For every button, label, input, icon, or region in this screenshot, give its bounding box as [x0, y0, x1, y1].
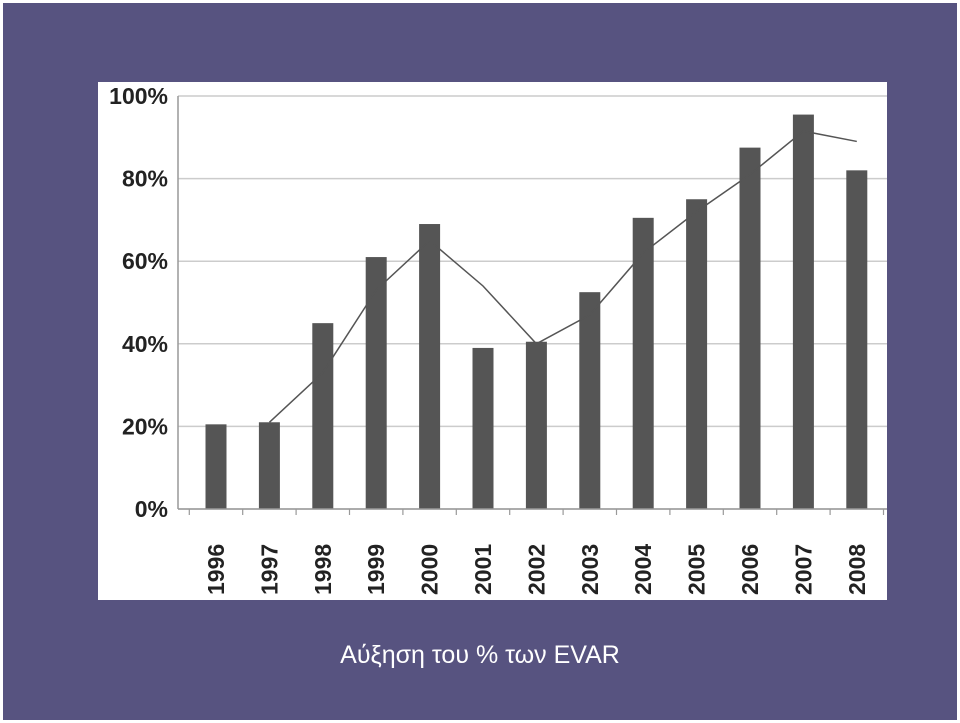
- slide-caption: Αύξηση του % των EVAR: [340, 641, 620, 669]
- x-tick-label: 2004: [630, 544, 656, 595]
- x-tick-label: 1997: [256, 544, 282, 595]
- bar: [365, 257, 387, 509]
- x-tick-label: 2002: [523, 544, 549, 595]
- bar-line-chart: 0% 20% 40% 60% 80% 100% 1996 1997 1998 1999 2000 20…: [109, 83, 887, 595]
- bar: [792, 114, 814, 510]
- y-tick-label: 40%: [122, 331, 168, 357]
- bar: [472, 347, 494, 509]
- x-tick-label: 2000: [417, 544, 443, 595]
- x-tick-label: 2003: [577, 544, 603, 595]
- x-tick-label: 1998: [310, 544, 336, 595]
- y-tick-label: 80%: [122, 166, 168, 192]
- bar: [739, 147, 761, 509]
- x-tick-label: 2007: [790, 544, 816, 595]
- x-tick-label: 2006: [737, 544, 763, 595]
- bar: [419, 224, 441, 509]
- y-tick-label: 60%: [122, 248, 168, 274]
- y-tick-label: 20%: [122, 413, 168, 439]
- x-tick-label: 2008: [844, 544, 870, 595]
- bar: [205, 424, 227, 509]
- x-tick-label: 1999: [363, 544, 389, 595]
- chart-panel: 0% 20% 40% 60% 80% 100% 1996 1997 1998 1999 2000 20…: [98, 82, 887, 600]
- bar: [258, 422, 280, 509]
- bar: [525, 341, 547, 509]
- bar: [632, 217, 654, 509]
- x-tick-label: 2001: [470, 544, 496, 595]
- bar: [686, 199, 708, 509]
- trend-line: [268, 130, 857, 423]
- bar: [579, 292, 601, 509]
- x-tick-label: 2005: [684, 544, 710, 595]
- y-tick-label: 0%: [135, 496, 168, 522]
- x-tick-label: 1996: [203, 544, 229, 595]
- y-tick-label: 100%: [109, 83, 168, 109]
- bar: [312, 323, 334, 509]
- bar: [846, 170, 868, 509]
